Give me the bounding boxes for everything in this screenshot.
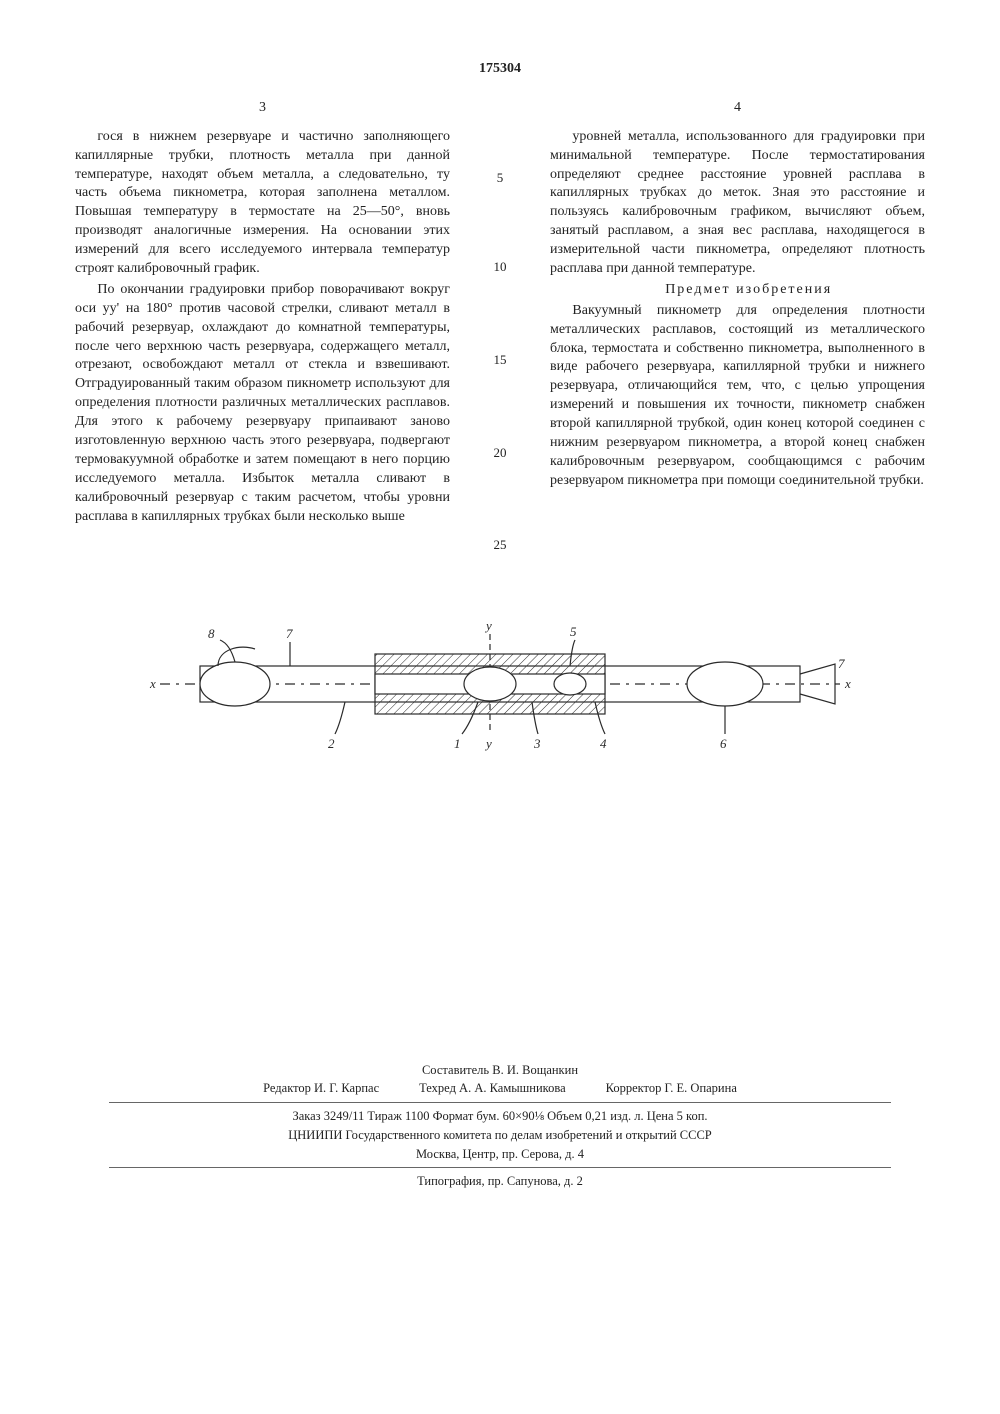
body-paragraph: гося в нижнем резервуаре и частично запо…: [75, 128, 450, 279]
col-head-left: 3: [75, 99, 450, 118]
divider: [109, 1167, 891, 1168]
proofreader: Корректор Г. Е. Опарина: [606, 1079, 737, 1098]
svg-text:y: y: [484, 618, 492, 633]
credits-row: Редактор И. Г. Карпас Техред А. А. Камыш…: [75, 1079, 925, 1098]
svg-text:7: 7: [286, 626, 293, 641]
left-column: 3 гося в нижнем резервуаре и частично за…: [75, 99, 450, 554]
figure: x x y y 7: [75, 594, 925, 781]
line-marker: 20: [494, 444, 507, 462]
svg-text:6: 6: [720, 736, 727, 751]
subject-heading: Предмет изобретения: [550, 281, 925, 300]
svg-text:2: 2: [328, 736, 335, 751]
svg-text:x: x: [149, 676, 156, 691]
svg-text:3: 3: [533, 736, 541, 751]
svg-text:8: 8: [208, 626, 215, 641]
svg-text:7: 7: [838, 656, 845, 671]
imprint-line: ЦНИИПИ Государственного комитета по дела…: [75, 1126, 925, 1145]
line-marker: 15: [494, 351, 507, 369]
compiler-line: Составитель В. И. Вощанкин: [75, 1061, 925, 1080]
patent-number: 175304: [75, 60, 925, 79]
line-marker: 5: [497, 169, 504, 187]
colophon: Составитель В. И. Вощанкин Редактор И. Г…: [75, 1061, 925, 1192]
imprint-line: Заказ 3249/11 Тираж 1100 Формат бум. 60×…: [75, 1107, 925, 1126]
printer-line: Типография, пр. Сапунова, д. 2: [75, 1172, 925, 1191]
body-paragraph: Вакуумный пикнометр для определения плот…: [550, 302, 925, 491]
body-paragraph: уровней металла, использованного для гра…: [550, 128, 925, 279]
line-number-gutter: 5 10 15 20 25: [490, 99, 510, 554]
imprint-line: Москва, Центр, пр. Серова, д. 4: [75, 1145, 925, 1164]
svg-text:1: 1: [454, 736, 461, 751]
two-column-body: 3 гося в нижнем резервуаре и частично за…: [75, 99, 925, 554]
right-column: 4 уровней металла, использованного для г…: [550, 99, 925, 554]
pycnometer-diagram: x x y y 7: [140, 594, 860, 774]
svg-text:x: x: [844, 676, 851, 691]
col-head-right: 4: [550, 99, 925, 118]
svg-text:4: 4: [600, 736, 607, 751]
editor: Редактор И. Г. Карпас: [263, 1079, 379, 1098]
line-marker: 25: [494, 536, 507, 554]
divider: [109, 1102, 891, 1103]
body-paragraph: По окончании градуировки прибор поворачи…: [75, 281, 450, 527]
svg-text:y: y: [484, 736, 492, 751]
svg-text:5: 5: [570, 624, 577, 639]
tech-editor: Техред А. А. Камышникова: [419, 1079, 565, 1098]
line-marker: 10: [494, 258, 507, 276]
